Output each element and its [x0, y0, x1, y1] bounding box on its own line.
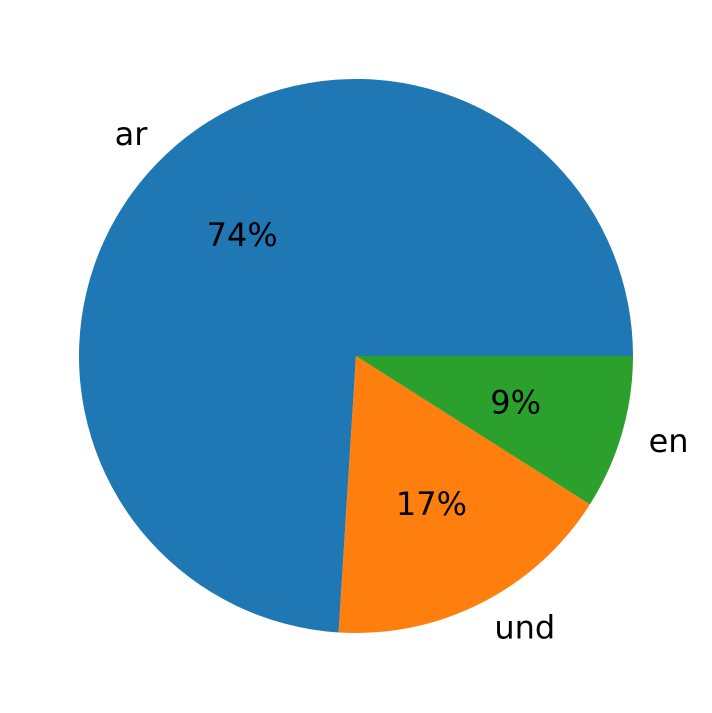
pie-labels: ar 74% und 17% en 9%: [115, 115, 689, 647]
pie-slice-ar: [78, 78, 634, 633]
percent-label-ar: 74%: [207, 216, 278, 254]
category-label-en: en: [649, 422, 689, 460]
pie-slice-und: [338, 356, 590, 634]
pie-slice-en: [356, 356, 633, 505]
category-label-ar: ar: [115, 115, 149, 153]
percent-label-und: 17%: [396, 485, 467, 523]
category-label-und: und: [494, 608, 555, 646]
pie-slices: [78, 78, 634, 634]
percent-label-en: 9%: [490, 383, 541, 421]
